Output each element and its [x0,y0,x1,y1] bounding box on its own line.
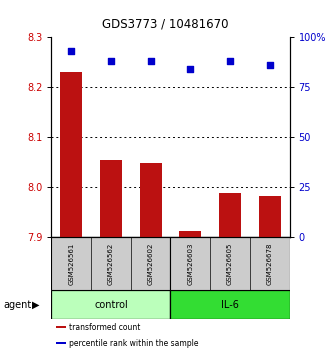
Bar [179,231,201,237]
Text: GSM526562: GSM526562 [108,243,114,285]
Text: agent: agent [3,300,31,310]
Text: percentile rank within the sample: percentile rank within the sample [69,339,199,348]
Bar [60,72,82,237]
Point [267,62,272,68]
Bar [56,326,66,328]
Bar [100,160,122,237]
Text: control: control [94,300,128,310]
Bar [170,237,290,291]
Bar [56,342,66,344]
Text: IL-6: IL-6 [221,300,239,310]
Text: ▶: ▶ [32,300,40,310]
Bar [51,291,170,319]
Bar [259,196,281,237]
Text: GSM526603: GSM526603 [187,242,193,285]
Bar [170,291,290,319]
Text: GSM526678: GSM526678 [267,242,273,285]
Bar [219,193,241,237]
Bar [140,163,162,237]
Text: transformed count: transformed count [69,322,140,332]
Point [69,48,74,54]
Text: GDS3773 / 10481670: GDS3773 / 10481670 [102,17,229,30]
Text: GSM526602: GSM526602 [148,242,154,285]
Point [227,58,233,64]
Point [148,58,153,64]
Point [188,66,193,72]
Point [108,58,114,64]
Text: GSM526605: GSM526605 [227,242,233,285]
Text: GSM526561: GSM526561 [68,242,74,285]
Bar [51,237,170,291]
